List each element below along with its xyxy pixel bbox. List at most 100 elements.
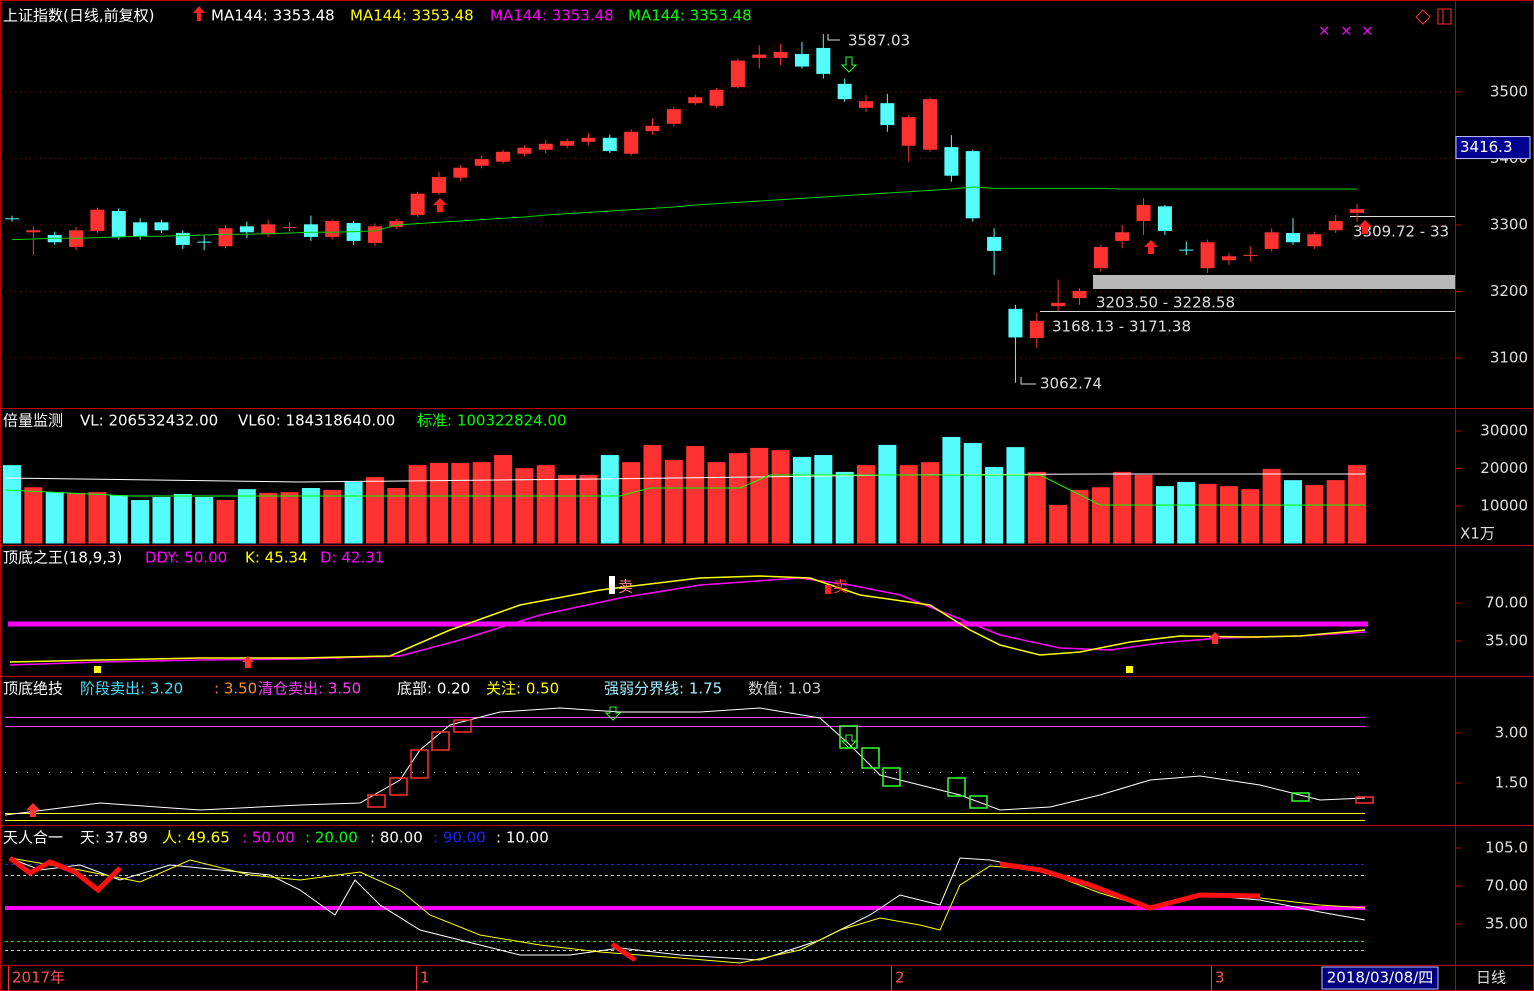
indicator-value: VL60: 184318640.00 [238,412,395,430]
step-box [453,719,472,733]
candle-body [773,51,788,58]
cursor-price-box [1455,136,1531,160]
up-arrow-icon [433,198,447,212]
step-box [389,777,408,796]
candle-body [496,151,511,162]
candle-body [880,103,895,126]
zone-label: 3309.72 - 33 [1353,223,1449,241]
date-label: 2 [895,969,905,987]
volume-bar [280,492,299,544]
low-label: 3062.74 [1040,375,1102,393]
candle-body [730,60,745,88]
volume-bar [686,446,705,544]
sell-label: 卖 [833,578,848,596]
candle-body [154,222,169,231]
volume-bar [579,474,598,544]
volume-bar [771,450,790,544]
indicator-value: K: 45.34 [245,549,308,567]
y-tick-label: 3200 [1490,282,1528,300]
volume-bar [45,492,64,544]
candle-body [1136,204,1151,221]
indicator-value: : 80.00 [370,829,423,847]
candle-body [1093,246,1108,269]
candle-body [175,232,190,245]
candle-body [1051,302,1066,307]
volume-bar [622,462,641,544]
volume-bar [1198,483,1217,544]
y-tick-label: 3100 [1490,349,1528,367]
leader-line [827,34,840,41]
red-segment [8,856,122,894]
volume-bar [899,465,918,544]
panel-title: 天人合一 [3,829,63,847]
period-label[interactable]: 日线 [1476,969,1506,987]
candle-body [987,236,1002,251]
red-segment [999,861,1261,911]
buy-dot [94,666,101,673]
volume-bar [707,462,726,544]
indicator-value: DDY: 50.00 [145,549,227,567]
panel-title: 顶底绝技 [3,680,63,698]
candle-body [1350,208,1365,213]
volume-bar [1326,480,1345,544]
step-box [1355,796,1374,804]
y-tick-label: 70.00 [1485,594,1528,612]
candle-body [325,220,340,237]
candle-body [90,209,105,231]
candle-body [709,89,724,106]
indicator-value: D: 42.31 [320,549,384,567]
y-tick-label: 3.00 [1495,724,1528,742]
up-arrow-icon [193,6,205,21]
volume-bar [1027,471,1046,544]
indicator-value: : 90.00 [433,829,486,847]
indicator-value: : 10.00 [496,829,549,847]
candle-body [923,99,938,150]
volume-bar [237,489,256,544]
candle-body [517,147,532,154]
candle-body [1115,232,1130,241]
candle-body [965,151,980,219]
candle-body [581,137,596,142]
ren-line [9,857,1366,964]
volume-bar [664,459,683,544]
volume-bar [1348,465,1367,544]
candle-body [837,83,852,100]
y-tick-label: 70.00 [1485,876,1528,894]
volume-bar [472,462,491,544]
candle-body [1072,290,1087,299]
buy-dot [1126,666,1133,673]
candle-body [1286,232,1300,243]
panel-title: 倍量监测 [3,412,63,430]
indicator-value: 天: 37.89 [80,829,148,847]
leader-line [1020,377,1036,385]
up-arrow-icon [1144,240,1158,254]
volume-bar [195,497,214,544]
candle-body [367,226,382,243]
y-tick-label: 35.00 [1485,632,1528,650]
mark-icon: × [1340,22,1353,40]
cursor-date: 2018/03/08/四 [1327,969,1434,987]
cursor-price: 3416.3 [1460,138,1513,156]
volume-bar [878,444,897,544]
window-icon[interactable] [1437,8,1452,25]
volume-bar [1070,489,1089,544]
diamond-icon[interactable] [1415,9,1431,25]
price-zone [1093,275,1455,289]
up-arrow-icon [26,803,40,817]
candle-body [1307,234,1322,247]
step-box [839,725,858,749]
step-box [947,777,966,797]
candle-body [901,117,916,146]
candle-body [26,230,41,233]
volume-bar [814,455,833,544]
up-arrow-icon [242,656,254,668]
volume-bar [963,443,982,544]
candle-body [1157,206,1172,231]
indicator-value: VL: 206532432.00 [80,412,218,430]
up-arrow-icon [1209,632,1221,644]
y-tick-label: 1.50 [1495,774,1528,792]
high-label: 3587.03 [848,32,910,50]
zone-label: 3203.50 - 3228.58 [1096,294,1235,312]
